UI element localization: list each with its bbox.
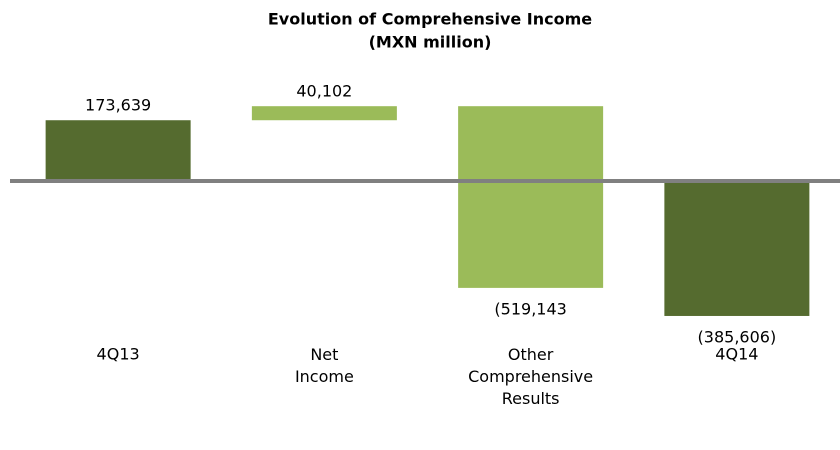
x-tick-label-line: Net — [310, 345, 338, 364]
x-tick-label: Other Comprehensive Results — [468, 345, 593, 408]
value-label: (519,143 — [494, 299, 566, 318]
chart-subtitle: (MXN million) — [369, 33, 492, 52]
x-tick-label-line: Comprehensive — [468, 367, 593, 386]
bar — [664, 181, 810, 316]
value-label: 40,102 — [296, 82, 352, 101]
chart-title: Evolution of Comprehensive Income — [268, 10, 592, 29]
x-tick-label: Net Income — [295, 345, 354, 386]
value-label: 173,639 — [85, 96, 151, 115]
bar — [458, 106, 604, 288]
x-tick-label-line: Other — [508, 345, 554, 364]
bar — [45, 120, 191, 181]
x-tick-label: 4Q14 — [715, 345, 758, 364]
value-label: (385,606) — [698, 327, 777, 346]
bar — [251, 106, 397, 121]
x-tick-label-line: Income — [295, 367, 354, 386]
x-tick-label-line: Results — [502, 389, 560, 408]
x-tick-label: 4Q13 — [97, 345, 140, 364]
